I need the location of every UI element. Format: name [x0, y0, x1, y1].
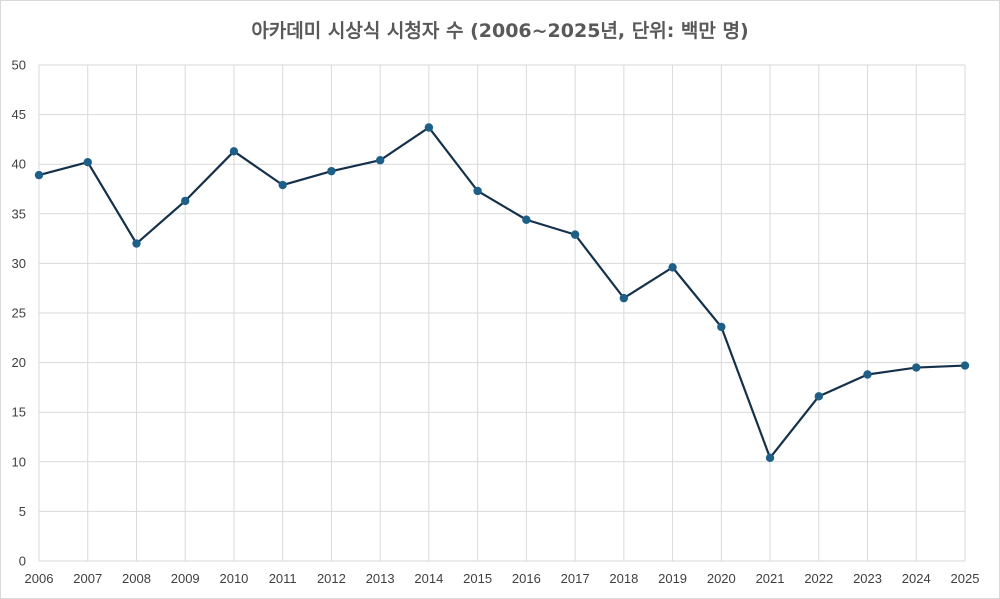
- data-point: [814, 392, 823, 401]
- x-tick-label: 2015: [463, 571, 492, 586]
- data-point: [960, 361, 970, 370]
- x-tick-label: 2013: [366, 571, 395, 586]
- y-axis-tick-labels: 0 5 10 15 20 25 30 35 40 45 50: [12, 58, 26, 569]
- y-tick-label: 10: [12, 454, 26, 469]
- x-tick-label: 2021: [756, 571, 785, 586]
- chart-title: 아카데미 시상식 시청자 수 (2006~2025년, 단위: 백만 명): [251, 20, 749, 42]
- x-tick-label: 2009: [171, 571, 200, 586]
- x-tick-label: 2019: [658, 571, 687, 586]
- data-point: [619, 293, 629, 303]
- x-tick-label: 2010: [219, 571, 248, 586]
- x-tick-label: 2017: [561, 571, 590, 586]
- data-point: [327, 166, 336, 176]
- x-tick-label: 2007: [73, 571, 102, 586]
- data-point: [278, 180, 287, 190]
- data-point: [717, 322, 726, 332]
- data-point: [83, 158, 92, 167]
- data-point: [522, 215, 531, 224]
- y-tick-label: 50: [12, 58, 26, 73]
- x-tick-label: 2022: [804, 571, 833, 586]
- data-point: [229, 147, 239, 156]
- y-tick-label: 25: [12, 306, 26, 321]
- data-point: [424, 123, 434, 132]
- data-point: [473, 186, 482, 196]
- y-tick-label: 40: [12, 157, 26, 172]
- x-tick-label: 2023: [853, 571, 882, 586]
- x-tick-label: 2024: [902, 571, 931, 586]
- data-point: [181, 196, 190, 206]
- x-tick-label: 2020: [707, 571, 736, 586]
- y-tick-label: 30: [12, 256, 26, 271]
- y-tick-label: 15: [12, 405, 26, 420]
- y-tick-label: 20: [12, 355, 26, 370]
- data-point: [34, 170, 44, 180]
- series-layer: [34, 123, 970, 463]
- data-point: [132, 239, 141, 248]
- x-tick-label: 2016: [512, 571, 541, 586]
- y-tick-label: 45: [12, 107, 26, 122]
- x-tick-label: 2025: [951, 571, 980, 586]
- series-line: [38, 126, 966, 459]
- x-tick-label: 2008: [122, 571, 151, 586]
- data-point: [375, 156, 385, 165]
- gridlines: [38, 64, 966, 562]
- x-tick-label: 2011: [269, 571, 297, 586]
- data-point: [765, 453, 775, 463]
- x-tick-label: 2006: [25, 571, 54, 586]
- x-tick-label: 2012: [317, 571, 346, 586]
- data-point: [668, 263, 677, 272]
- data-point: [570, 230, 580, 239]
- data-point: [863, 370, 872, 379]
- y-tick-label: 0: [19, 554, 26, 569]
- x-axis-tick-labels: 2006 2007 2008 2009 2010 2011 2012 2013 2014 2015…: [25, 571, 980, 586]
- y-tick-label: 35: [12, 206, 26, 221]
- x-tick-label: 2018: [609, 571, 638, 586]
- x-tick-label: 2014: [414, 571, 443, 586]
- data-point: [912, 363, 921, 372]
- y-tick-label: 5: [19, 504, 26, 519]
